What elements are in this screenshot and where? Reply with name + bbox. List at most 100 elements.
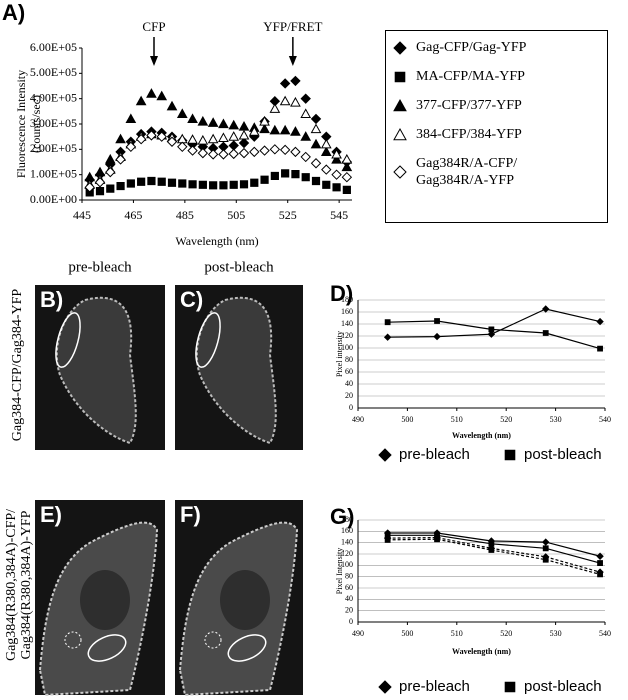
series-line (387, 538, 601, 575)
legend-item: 377-CFP/377-YFP (392, 97, 601, 114)
y-tick-label: 140 (341, 319, 353, 328)
legend-item: Gag-CFP/Gag-YFP (392, 39, 601, 56)
marker (596, 552, 604, 560)
marker (331, 153, 342, 164)
marker (146, 88, 157, 98)
y-tick-label: 0.00E+00 (30, 192, 77, 206)
legend-label: 384-CFP/384-YFP (416, 127, 522, 142)
marker (238, 129, 250, 140)
y-tick-label: 0 (349, 403, 353, 412)
bleach-region (87, 634, 127, 662)
marker (238, 137, 250, 149)
y-tick-label: 120 (341, 331, 353, 340)
marker (300, 131, 312, 141)
marker (270, 171, 279, 181)
marker (207, 149, 219, 160)
y-axis-label: Pixel Intensity (335, 548, 344, 594)
marker (259, 115, 270, 126)
marker (542, 545, 549, 552)
legend-item: MA-CFP/MA-YFP (392, 68, 601, 85)
marker (166, 136, 178, 147)
x-tick-label: 510 (451, 415, 463, 424)
marker (279, 95, 291, 106)
marker (218, 132, 229, 143)
marker (218, 149, 229, 160)
series-line (387, 536, 601, 573)
marker (207, 133, 219, 144)
marker (219, 181, 228, 190)
y-tick-label: 160 (341, 307, 353, 316)
marker (597, 560, 603, 566)
column-header: pre-bleach (68, 259, 132, 275)
marker (269, 124, 281, 135)
y-tick-label: 80 (345, 355, 353, 364)
marker (434, 318, 440, 324)
marker (393, 127, 407, 140)
marker (207, 117, 219, 127)
panel-label: D) (330, 281, 353, 306)
marker (269, 103, 281, 113)
marker (135, 133, 147, 145)
legend-symbol (393, 165, 407, 179)
marker (187, 145, 198, 156)
marker (125, 141, 137, 153)
marker (147, 176, 156, 186)
marker (115, 133, 126, 144)
marker (488, 540, 495, 547)
marker (197, 115, 209, 126)
y-tick-label: 180 (341, 515, 353, 524)
marker (126, 179, 135, 188)
y-tick-label: 3.00E+05 (30, 116, 77, 130)
marker (504, 681, 516, 693)
reference-region (64, 631, 82, 649)
y-tick-label: 80 (345, 571, 353, 580)
x-tick-label: 520 (500, 629, 512, 638)
y-tick-label: 120 (341, 549, 353, 558)
marker (250, 178, 259, 187)
marker (378, 448, 392, 462)
legend-label: 377-CFP/377-YFP (416, 98, 522, 113)
marker (341, 171, 353, 183)
annotation: CFP (142, 19, 165, 34)
marker (394, 71, 406, 82)
marker (176, 108, 188, 118)
marker (187, 134, 198, 144)
legend-label: pre-bleach (399, 446, 470, 463)
x-tick-label: 445 (73, 208, 91, 222)
x-axis-label: Wavelength (nm) (452, 431, 511, 440)
marker (95, 187, 105, 196)
legend-label: post-bleach (524, 678, 602, 695)
marker (290, 146, 301, 158)
nucleus (80, 570, 130, 630)
panel-label: E) (40, 502, 62, 527)
cell (195, 296, 277, 445)
bleach-region (227, 634, 267, 662)
marker (310, 158, 322, 169)
marker (542, 330, 549, 336)
marker (331, 169, 342, 180)
marker (393, 165, 407, 179)
legend-label: MA-CFP/MA-YFP (416, 69, 525, 84)
bleach-region (195, 312, 221, 368)
marker (166, 100, 178, 111)
marker (177, 141, 188, 153)
column-header: post-bleach (204, 259, 274, 275)
panel-label: G) (330, 504, 354, 529)
legend-label: pre-bleach (399, 678, 470, 695)
y-tick-label: 100 (341, 560, 353, 569)
marker (260, 175, 269, 184)
marker (342, 185, 351, 194)
x-axis-label: Wavelength (nm) (175, 234, 258, 248)
marker (156, 131, 167, 142)
marker (94, 177, 106, 188)
y-tick-label: 40 (345, 594, 353, 603)
marker (384, 319, 391, 326)
y-tick-label: 40 (345, 379, 353, 388)
marker (259, 123, 270, 134)
marker (433, 332, 441, 341)
marker (301, 173, 310, 182)
x-tick-label: 520 (500, 415, 512, 424)
marker (135, 95, 147, 106)
marker (542, 538, 550, 546)
